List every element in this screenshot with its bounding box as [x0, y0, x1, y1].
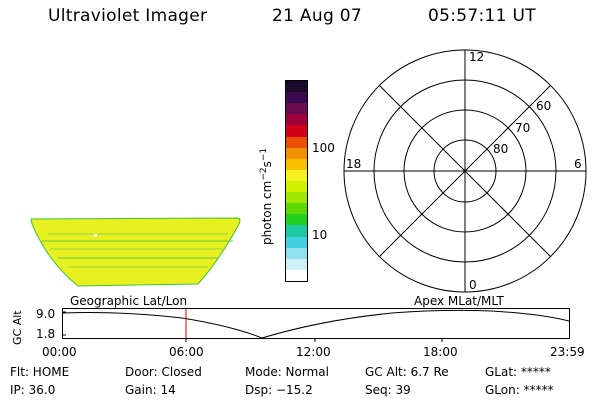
colorbar-segment	[286, 114, 307, 126]
mlt-label-0: 0	[469, 278, 477, 292]
time-label: 05:57:11 UT	[428, 6, 536, 26]
colorbar-segment	[286, 125, 307, 137]
y-tick-high: 9.0	[36, 307, 56, 321]
lat-label-80: 80	[493, 142, 508, 156]
time-tick-1800: 18:00	[423, 345, 458, 359]
status-mode: Mode: Normal	[245, 365, 329, 379]
status-seq: Seq: 39	[365, 383, 411, 397]
lat-label-60: 60	[536, 99, 551, 113]
date-label: 21 Aug 07	[272, 6, 362, 26]
image-bright-spot	[94, 234, 97, 237]
colorbar-segment	[286, 81, 307, 93]
timeline-frame	[62, 308, 570, 339]
colorbar-tick-10: 10	[312, 228, 328, 242]
gc-alt-axis-label: GC Alt	[11, 310, 24, 345]
colorbar-segment	[286, 180, 307, 193]
colorbar-segment	[286, 258, 307, 270]
polar-plot: 12 0 18 6 60 70 80	[343, 49, 587, 293]
colorbar-segment	[286, 147, 307, 159]
mlt-label-6: 6	[574, 157, 582, 171]
y-tick-low: 1.8	[36, 327, 56, 341]
status-gain: Gain: 14	[125, 383, 176, 397]
status-door: Door: Closed	[125, 365, 202, 379]
colorbar-segment	[286, 214, 307, 226]
colorbar-segment	[286, 158, 307, 170]
altitude-curve	[62, 309, 570, 339]
status-dsp: Dsp: −15.2	[245, 383, 313, 397]
time-tick-1200: 12:00	[296, 345, 331, 359]
status-glon: GLon: *****	[485, 383, 554, 397]
colorbar-segment	[286, 103, 307, 115]
colorbar-segment	[286, 169, 307, 181]
mlt-label-12: 12	[469, 50, 484, 64]
lat-label-70: 70	[515, 121, 530, 135]
colorbar-segment	[286, 247, 307, 259]
status-flt: Flt: HOME	[10, 365, 70, 379]
colorbar-tick-100: 100	[312, 141, 335, 155]
colorbar-segment	[286, 192, 307, 204]
instrument-title: Ultraviolet Imager	[48, 6, 208, 26]
colorbar-segment	[286, 92, 307, 104]
status-gc-alt: GC Alt: 6.7 Re	[365, 365, 449, 379]
status-ip: IP: 36.0	[10, 383, 56, 397]
colorbar	[285, 80, 308, 282]
colorbar-segment	[286, 203, 307, 215]
colorbar-segment	[286, 236, 307, 248]
status-glat: GLat: *****	[485, 365, 551, 379]
geographic-title: Geographic Lat/Lon	[70, 294, 188, 308]
colorbar-unit-label: photon cm−2s−1	[259, 147, 274, 245]
mlt-label-18: 18	[346, 157, 361, 171]
apex-title: Apex MLat/MLT	[414, 294, 504, 308]
colorbar-segment	[286, 136, 307, 148]
time-tick-2359: 23:59	[550, 345, 585, 359]
colorbar-segment	[286, 225, 307, 237]
time-tick-0000: 00:00	[42, 345, 77, 359]
polar-diagonal	[379, 85, 551, 257]
time-tick-0600: 06:00	[169, 345, 204, 359]
altitude-timeline	[62, 308, 570, 342]
uv-image-region	[30, 217, 241, 287]
colorbar-segment	[286, 269, 307, 281]
geographic-image	[30, 217, 241, 287]
